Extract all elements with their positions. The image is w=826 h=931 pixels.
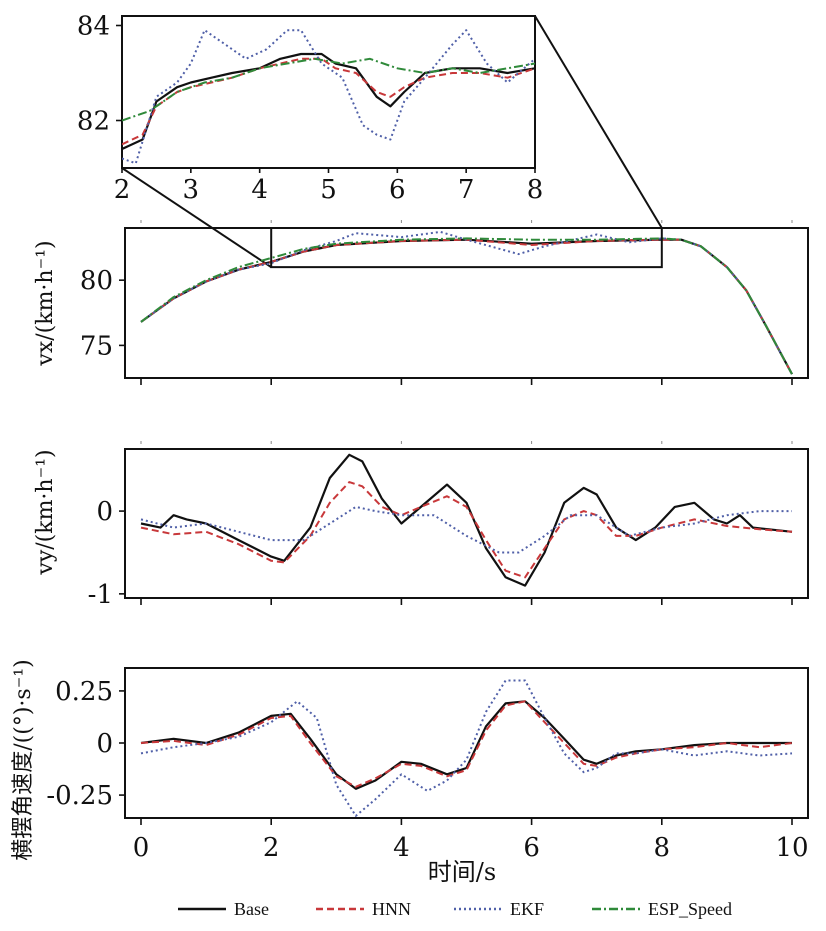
vx-series-ekf [140,230,793,375]
yaw-ytick-label: 0 [96,729,113,759]
zoom-box [270,227,663,269]
inset-xtick-label: 7 [458,175,475,205]
vx-ytick-label: 80 [80,266,113,296]
inset-ytick-label: 84 [77,12,110,42]
vy-series-base [140,453,793,587]
vy-ytick-label: -1 [88,580,113,610]
inset-frame [121,15,536,169]
inset-ytick-label: 82 [77,107,110,137]
vx-series-base [140,238,793,375]
inset-xtick-label: 4 [251,175,268,205]
yaw-ylabel: 横摆角速度/((°)·s⁻¹) [11,659,36,860]
legend: Base HNN EKF ESP_Speed [178,899,732,919]
yaw-xtick-label: 8 [654,833,671,863]
vx-ytick-label: 75 [80,331,113,361]
yaw-xtick-label: 10 [775,833,808,863]
inset-xtick-label: 3 [183,175,200,205]
inset-series-esp_speed [122,57,535,122]
inset-series-ekf [122,29,535,165]
yaw-panel: -0.25 0 0.25 0 2 4 6 8 10 [46,667,809,863]
yaw-xtick-label: 0 [133,833,150,863]
inset-xtick-label: 5 [320,175,337,205]
vy-panel: -1 0 [88,441,809,610]
inset-xtick-label: 8 [527,175,544,205]
vy-series-hnn [140,481,793,579]
vx-series-hnn [140,238,793,375]
yaw-series-base [140,700,792,790]
yaw-series-hnn [140,700,793,788]
vy-frame [124,448,809,599]
inset-xtick-label: 2 [114,175,131,205]
vy-ytick-label: 0 [96,497,113,527]
vy-ylabel: vy/(km·h⁻¹) [33,449,58,575]
vy-series-ekf [140,505,792,554]
yaw-ytick-label: -0.25 [46,781,113,811]
yaw-series-ekf [140,679,793,817]
zoom-connector-left [121,167,272,268]
yaw-frame [124,667,809,819]
vx-panel: 75 80 [80,220,809,385]
zoom-connectors [121,15,663,268]
inset-series-hnn [122,57,535,146]
inset-xtick-label: 6 [389,175,406,205]
yaw-xtick-label: 4 [393,833,410,863]
vx-ylabel: vx/(km·h⁻¹) [33,240,58,366]
panels: 82 84 2 3 4 5 6 7 8 75 80 -1 0 -0.25 0 0.25 0 2 4 6 8 10 [46,12,809,863]
zoom-connector-right [534,15,663,229]
legend-hnn-label: HNN [372,899,411,919]
yaw-xtick-label: 6 [523,833,540,863]
inset-panel: 82 84 2 3 4 5 6 7 8 [77,12,543,206]
x-axis-label: 时间/s [428,858,496,886]
legend-esp-label: ESP_Speed [648,899,732,919]
legend-ekf-label: EKF [510,899,544,919]
legend-base-label: Base [234,899,269,919]
vx-series-esp_speed [140,237,793,375]
yaw-xtick-label: 2 [263,833,280,863]
yaw-ytick-label: 0.25 [55,677,113,707]
